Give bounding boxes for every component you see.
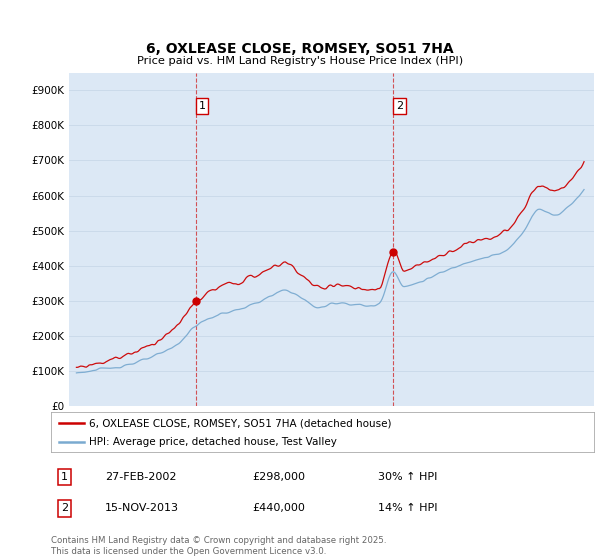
Text: 15-NOV-2013: 15-NOV-2013 (105, 503, 179, 514)
Text: 2: 2 (61, 503, 68, 514)
Text: 6, OXLEASE CLOSE, ROMSEY, SO51 7HA: 6, OXLEASE CLOSE, ROMSEY, SO51 7HA (146, 42, 454, 56)
Text: 27-FEB-2002: 27-FEB-2002 (105, 472, 176, 482)
Text: 6, OXLEASE CLOSE, ROMSEY, SO51 7HA (detached house): 6, OXLEASE CLOSE, ROMSEY, SO51 7HA (deta… (89, 418, 392, 428)
Text: 1: 1 (61, 472, 68, 482)
Text: Contains HM Land Registry data © Crown copyright and database right 2025.
This d: Contains HM Land Registry data © Crown c… (51, 536, 386, 556)
Text: 1: 1 (199, 101, 206, 111)
Text: 14% ↑ HPI: 14% ↑ HPI (378, 503, 437, 514)
Text: Price paid vs. HM Land Registry's House Price Index (HPI): Price paid vs. HM Land Registry's House … (137, 56, 463, 66)
Text: 30% ↑ HPI: 30% ↑ HPI (378, 472, 437, 482)
Text: £440,000: £440,000 (252, 503, 305, 514)
Text: HPI: Average price, detached house, Test Valley: HPI: Average price, detached house, Test… (89, 437, 337, 446)
Text: 2: 2 (396, 101, 403, 111)
Text: £298,000: £298,000 (252, 472, 305, 482)
